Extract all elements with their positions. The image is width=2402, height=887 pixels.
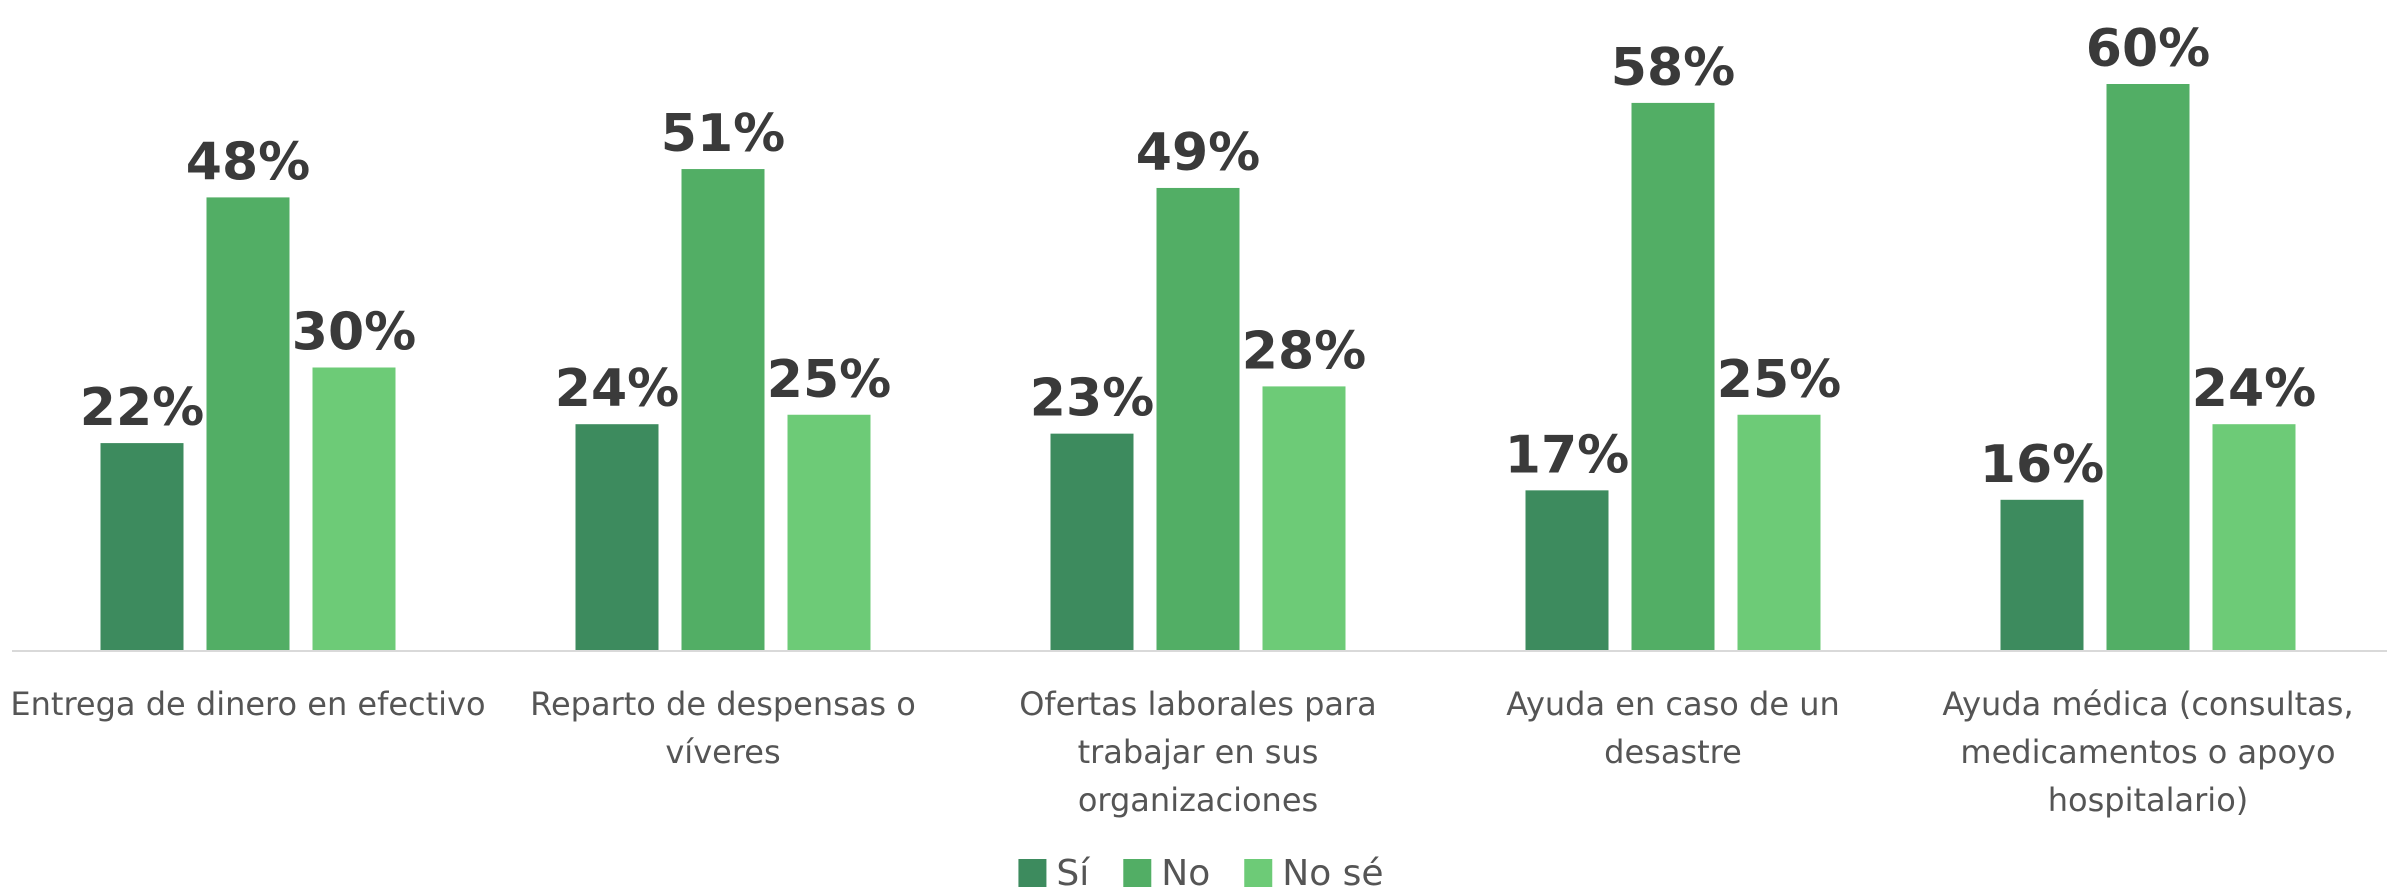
category-label: Reparto de despensas o víveres [530,685,916,771]
value-label: 49% [1136,123,1260,183]
legend-item: No [1123,853,1210,887]
value-label: 51% [661,104,785,164]
value-label: 17% [1505,425,1629,485]
value-label: 28% [1242,321,1366,381]
legend-label: No [1161,853,1210,887]
bar [1262,386,1346,651]
category-label: Ayuda médica (consultas, medicamentos o … [1942,685,2354,819]
value-label: 23% [1030,369,1154,429]
value-label: 22% [80,378,204,438]
legend-swatch [1244,859,1273,887]
bar [575,424,659,651]
value-label: 25% [767,350,891,410]
legend-item: No sé [1244,853,1384,887]
bar [1737,414,1821,651]
bar [787,414,871,651]
category-label: Ayuda en caso de un desastre [1506,685,1840,771]
bar [681,169,765,652]
bar [1156,187,1240,651]
legend-label: Sí [1056,853,1090,887]
bar [2106,84,2190,651]
bar [1050,433,1134,651]
bar [1631,102,1715,651]
value-label: 24% [555,359,679,419]
legend: Sí No No sé [1018,853,1384,887]
value-label: 60% [2086,19,2210,79]
bar [2000,499,2084,651]
value-label: 16% [1980,435,2104,495]
category-label: Ofertas laborales para trabajar en sus o… [1019,685,1377,819]
bar [2212,424,2296,651]
legend-label: No sé [1282,853,1383,887]
value-label: 48% [186,132,310,192]
bar [312,367,396,651]
bar [206,197,290,651]
bar [1525,490,1609,651]
legend-swatch [1123,859,1152,887]
category-label: Entrega de dinero en efectivo [10,685,486,723]
bar [100,443,184,651]
legend-swatch [1018,859,1047,887]
value-label: 25% [1717,350,1841,410]
value-label: 24% [2192,359,2316,419]
value-label: 30% [292,303,416,363]
value-label: 58% [1611,38,1735,98]
legend-item: Sí [1018,853,1090,887]
